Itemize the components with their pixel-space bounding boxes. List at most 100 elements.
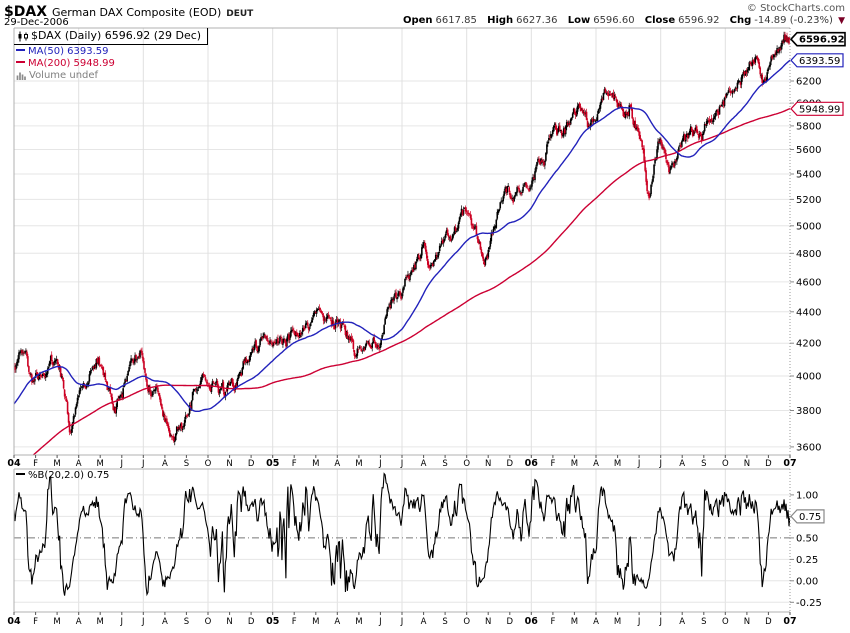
svg-text:J: J — [400, 617, 404, 627]
chart-date: 29-Dec-2006 — [4, 17, 69, 28]
svg-text:3600: 3600 — [796, 442, 821, 453]
svg-text:5600: 5600 — [796, 145, 821, 156]
svg-text:A: A — [421, 617, 427, 627]
svg-text:5200: 5200 — [796, 195, 821, 206]
svg-text:A: A — [679, 617, 685, 627]
svg-text:S: S — [701, 617, 706, 627]
symbol: $DAX — [4, 4, 47, 20]
svg-text:A: A — [679, 459, 685, 469]
chart-header: $DAX German DAX Composite (EOD) DEUT — [4, 1, 253, 20]
svg-text:0.50: 0.50 — [796, 533, 818, 544]
svg-text:J: J — [141, 617, 145, 627]
svg-text:4800: 4800 — [796, 249, 821, 260]
svg-text:M: M — [97, 617, 104, 627]
last-price-tag: 6596.92 — [789, 31, 846, 47]
svg-text:04: 04 — [7, 458, 21, 469]
svg-text:F: F — [33, 617, 38, 627]
svg-text:F: F — [292, 617, 297, 627]
svg-text:6596.92: 6596.92 — [799, 35, 845, 46]
svg-text:O: O — [463, 459, 470, 469]
svg-text:M: M — [312, 617, 319, 627]
svg-text:M: M — [614, 617, 621, 627]
svg-text:06: 06 — [525, 458, 539, 469]
svg-text:J: J — [120, 459, 124, 469]
svg-text:M: M — [614, 459, 621, 469]
up-candle-wicks — [14, 31, 789, 446]
svg-text:N: N — [485, 617, 491, 627]
svg-text:M: M — [571, 459, 578, 469]
ma200-price-tag: 5948.99 — [790, 101, 844, 116]
svg-text:S: S — [184, 459, 189, 469]
svg-text:06: 06 — [525, 616, 539, 627]
svg-text:D: D — [248, 459, 255, 469]
svg-text:M: M — [53, 459, 60, 469]
svg-text:D: D — [765, 617, 772, 627]
legend-symbol-label: $DAX (Daily) 6596.92 (29 Dec) — [31, 29, 202, 42]
svg-text:N: N — [744, 459, 750, 469]
svg-text:0.25: 0.25 — [796, 555, 818, 566]
svg-text:5400: 5400 — [796, 170, 821, 181]
low-value: 6596.60 — [593, 15, 635, 26]
axis-labels: 04 04 F F M M A A M M J J J J A A S S O O N N D D 05 05 F F M M A A M M J J… — [7, 77, 821, 628]
svg-text:M: M — [355, 459, 362, 469]
svg-text:M: M — [571, 617, 578, 627]
svg-text:S: S — [442, 617, 447, 627]
high-label: High — [487, 15, 514, 26]
candlestick-icon — [18, 31, 28, 41]
svg-text:M: M — [355, 617, 362, 627]
svg-text:N: N — [485, 459, 491, 469]
svg-text:5948.99: 5948.99 — [799, 104, 840, 115]
svg-text:A: A — [593, 459, 599, 469]
svg-text:A: A — [334, 459, 340, 469]
volume-bars-icon — [16, 72, 26, 80]
svg-text:4600: 4600 — [796, 277, 821, 288]
svg-text:F: F — [33, 459, 38, 469]
svg-text:O: O — [722, 617, 729, 627]
svg-text:J: J — [658, 459, 662, 469]
svg-text:S: S — [184, 617, 189, 627]
svg-text:D: D — [248, 617, 255, 627]
legend-ma50: MA(50) 6393.59 — [16, 46, 109, 58]
instrument-name: German DAX Composite (EOD) — [52, 6, 222, 19]
chg-value: -14.89 (-0.23%) — [754, 15, 833, 26]
svg-text:0.75: 0.75 — [799, 512, 821, 523]
svg-text:07: 07 — [783, 458, 796, 469]
svg-text:J: J — [637, 459, 641, 469]
svg-text:N: N — [226, 617, 232, 627]
legend-ma200-label: MA(200) 5948.99 — [28, 58, 115, 69]
svg-text:J: J — [120, 617, 124, 627]
svg-text:A: A — [76, 459, 82, 469]
svg-text:J: J — [637, 617, 641, 627]
svg-text:A: A — [76, 617, 82, 627]
svg-text:F: F — [550, 617, 555, 627]
legend-ma200: MA(200) 5948.99 — [16, 58, 115, 70]
svg-text:A: A — [162, 617, 168, 627]
svg-text:D: D — [507, 617, 514, 627]
svg-text:5800: 5800 — [796, 121, 821, 132]
svg-text:A: A — [334, 617, 340, 627]
copyright: © StockCharts.com — [746, 3, 845, 14]
open-value: 6617.85 — [435, 15, 477, 26]
svg-text:A: A — [593, 617, 599, 627]
down-candle-bodies — [14, 34, 790, 442]
line-swatch-icon — [16, 61, 25, 63]
svg-text:D: D — [507, 459, 514, 469]
legend-percent-b-label: %B(20,2.0) 0.75 — [28, 470, 110, 481]
svg-text:J: J — [400, 459, 404, 469]
svg-text:D: D — [765, 459, 772, 469]
svg-text:3800: 3800 — [796, 406, 821, 417]
svg-text:6200: 6200 — [796, 77, 821, 88]
chg-down-triangle-icon: ▼ — [838, 16, 845, 26]
svg-text:05: 05 — [266, 616, 279, 627]
svg-text:O: O — [205, 617, 212, 627]
percent-b-tag: 0.75 — [790, 509, 825, 524]
legend-percent-b: %B(20,2.0) 0.75 — [16, 470, 109, 482]
up-candle-bodies — [14, 34, 789, 442]
quote-row: Open 6617.85 High 6627.36 Low 6596.60 Close… — [403, 15, 845, 26]
legend-main-symbol: $DAX (Daily) 6596.92 (29 Dec) — [14, 28, 208, 45]
low-label: Low — [567, 15, 591, 26]
ma200-line — [32, 107, 790, 455]
svg-text:S: S — [442, 459, 447, 469]
